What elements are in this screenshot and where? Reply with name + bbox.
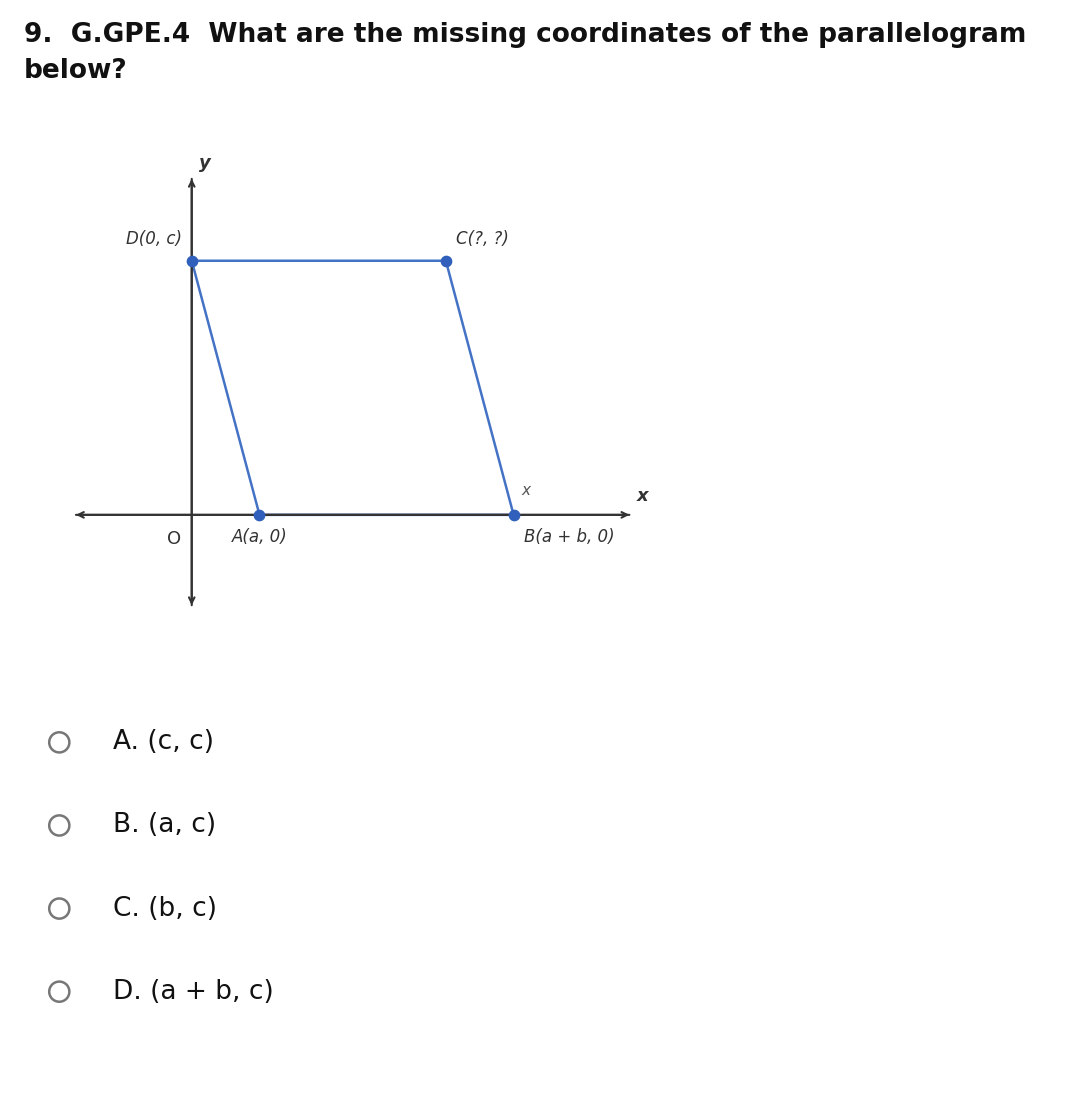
Text: D. (a + b, c): D. (a + b, c) (113, 978, 274, 1005)
Text: y: y (198, 154, 210, 172)
Text: x: x (636, 486, 648, 504)
Text: A. (c, c): A. (c, c) (113, 729, 215, 756)
Text: C. (b, c): C. (b, c) (113, 895, 217, 922)
Text: 9.  G.GPE.4  What are the missing coordinates of the parallelogram: 9. G.GPE.4 What are the missing coordina… (24, 22, 1026, 48)
Text: O: O (167, 530, 181, 548)
Point (438, 252, 455, 269)
Text: A(a, 0): A(a, 0) (232, 527, 288, 545)
Point (251, 506, 268, 524)
Text: B. (a, c): B. (a, c) (113, 812, 217, 839)
Text: D(0, c): D(0, c) (125, 230, 181, 248)
Text: B(a + b, 0): B(a + b, 0) (524, 527, 614, 545)
Point (505, 506, 522, 524)
Text: x: x (522, 483, 530, 497)
Text: below?: below? (24, 58, 127, 83)
Text: C(?, ?): C(?, ?) (456, 230, 509, 248)
Point (183, 252, 201, 269)
